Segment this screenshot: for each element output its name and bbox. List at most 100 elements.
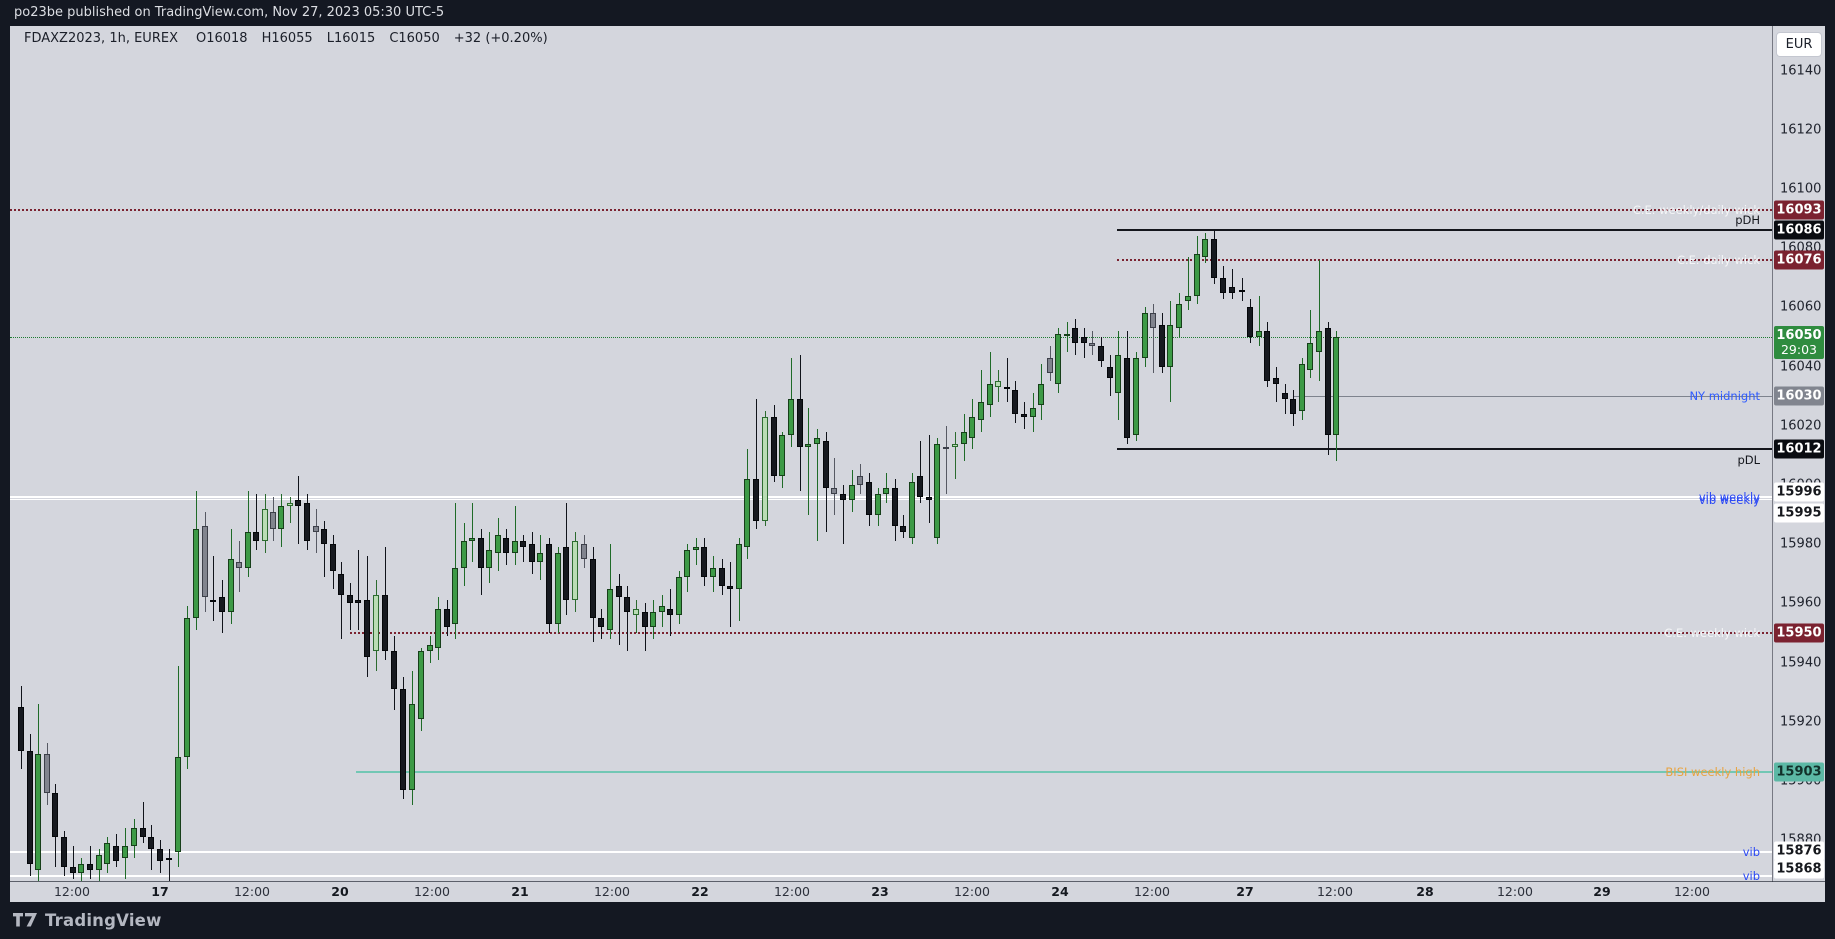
symbol-title[interactable]: FDAXZ2023, 1h, EUREX xyxy=(24,31,178,46)
candle xyxy=(598,618,604,628)
candle xyxy=(779,434,785,477)
candle xyxy=(96,855,102,870)
candle-wick xyxy=(1066,322,1068,352)
candle xyxy=(18,707,24,752)
time-axis-separator xyxy=(10,881,1825,882)
candle xyxy=(797,399,803,447)
level-label-bisi-weekly-high: BISI weekly high xyxy=(1665,765,1760,780)
candle xyxy=(633,609,639,616)
candle-wick xyxy=(1231,268,1233,299)
level-label-ce-weekly-daily-wick: C.E. weekly/daily wick xyxy=(1632,202,1760,217)
symbol-legend[interactable]: FDAXZ2023, 1h, EUREX O16018 H16055 L16015 C1… xyxy=(24,31,562,46)
candle xyxy=(581,544,587,559)
level-line-ce-weekly-daily-wick[interactable] xyxy=(10,208,1772,211)
candle xyxy=(113,846,119,861)
price-chart-plot[interactable]: C.E. weekly/daily wick pDH C.E. daily wick… xyxy=(10,26,1772,881)
price-axis[interactable]: EUR 16093 16086 16076 16050 29:03 16030 16012 1… xyxy=(1773,26,1825,881)
candle xyxy=(418,650,424,719)
level-line-ce-weekly-wick[interactable] xyxy=(350,632,1772,634)
candle-wick xyxy=(729,561,731,628)
candle xyxy=(1150,313,1156,329)
candle xyxy=(1185,295,1191,302)
level-label-pdl: pDL xyxy=(1737,453,1760,468)
price-tick-label: 15940 xyxy=(1780,655,1822,671)
level-line-ny-midnight[interactable] xyxy=(1293,395,1772,397)
candle xyxy=(330,544,336,571)
candle xyxy=(364,600,370,657)
level-line-vib-weekly-2[interactable] xyxy=(10,499,1772,501)
candle xyxy=(228,559,234,613)
candle-wick xyxy=(755,399,757,530)
price-badge-vib-weekly-2: 15995 xyxy=(1774,503,1824,523)
candle-wick xyxy=(522,535,524,562)
candle-wick xyxy=(945,425,947,494)
candle xyxy=(166,857,172,860)
time-label-hour: 12:00 xyxy=(53,884,91,899)
candle xyxy=(1176,304,1182,329)
candle xyxy=(262,508,268,542)
candle xyxy=(1012,390,1018,414)
candle xyxy=(236,561,242,568)
level-line-vib-2[interactable] xyxy=(10,874,1772,877)
candle-wick xyxy=(695,538,697,565)
candle xyxy=(875,493,881,515)
candle-wick xyxy=(323,520,325,577)
candle xyxy=(727,585,733,589)
level-line-vib-1[interactable] xyxy=(10,851,1772,854)
candle xyxy=(667,609,673,616)
candle-wick xyxy=(1318,260,1320,382)
candle xyxy=(52,792,58,838)
candle-wick xyxy=(212,556,214,622)
level-line-bisi-weekly-high[interactable] xyxy=(356,771,1772,774)
time-label-hour: 12:00 xyxy=(1496,884,1534,899)
level-line-pdl[interactable] xyxy=(1117,448,1772,451)
price-badge-ny-midnight: 16030 xyxy=(1774,386,1824,406)
time-label-hour: 12:00 xyxy=(593,884,631,899)
price-badge-ce-weekly-wick: 15950 xyxy=(1774,623,1824,643)
level-line-vib-weekly-1[interactable] xyxy=(10,495,1772,498)
candle xyxy=(1098,345,1104,361)
level-line-pdh[interactable] xyxy=(1117,229,1772,232)
candle-wick xyxy=(349,582,351,631)
tradingview-logo[interactable]: TradingView xyxy=(13,911,162,930)
time-label-day: 22 xyxy=(691,884,709,899)
candle xyxy=(338,573,344,595)
candle-wick xyxy=(1083,328,1085,358)
time-label-day: 27 xyxy=(1236,884,1254,899)
candle-wick xyxy=(618,573,620,645)
candle xyxy=(788,399,794,435)
level-label-vib-2: vib xyxy=(1742,868,1760,881)
candle-wick xyxy=(1258,295,1260,346)
candle xyxy=(529,544,535,562)
candle xyxy=(883,487,889,494)
candle xyxy=(270,511,276,530)
candle xyxy=(157,849,163,861)
time-label-hour: 12:00 xyxy=(953,884,991,899)
candle xyxy=(184,618,190,758)
candle xyxy=(555,553,561,625)
time-axis[interactable]: 12:00 17 12:00 20 12:00 21 12:00 22 12:00 23 12:00… xyxy=(10,882,1825,902)
publish-header: po23be published on TradingView.com, Nov… xyxy=(0,0,1835,26)
price-badge-vib-weekly-1: 15996 xyxy=(1774,482,1824,502)
level-line-ce-daily-wick[interactable] xyxy=(1117,259,1772,262)
candle-wick xyxy=(514,505,516,565)
candle-wick xyxy=(1275,366,1277,403)
price-badge-current-price: 16050 29:03 xyxy=(1774,326,1824,359)
candle xyxy=(78,863,84,873)
price-tick-label: 15920 xyxy=(1780,714,1822,730)
candle xyxy=(943,446,949,450)
currency-button[interactable]: EUR xyxy=(1776,32,1822,57)
level-line-current-price[interactable] xyxy=(10,336,1772,338)
candle xyxy=(676,576,682,616)
candle xyxy=(1220,277,1226,293)
candle xyxy=(1089,342,1095,346)
candle xyxy=(693,547,699,551)
candle xyxy=(616,585,622,598)
candle-wick xyxy=(842,485,844,545)
candle-wick xyxy=(1187,257,1189,311)
candle xyxy=(934,443,940,539)
candle xyxy=(1030,408,1036,417)
candle xyxy=(313,526,319,533)
ohlc-high: H16055 xyxy=(261,31,313,46)
candle-wick xyxy=(471,502,473,562)
